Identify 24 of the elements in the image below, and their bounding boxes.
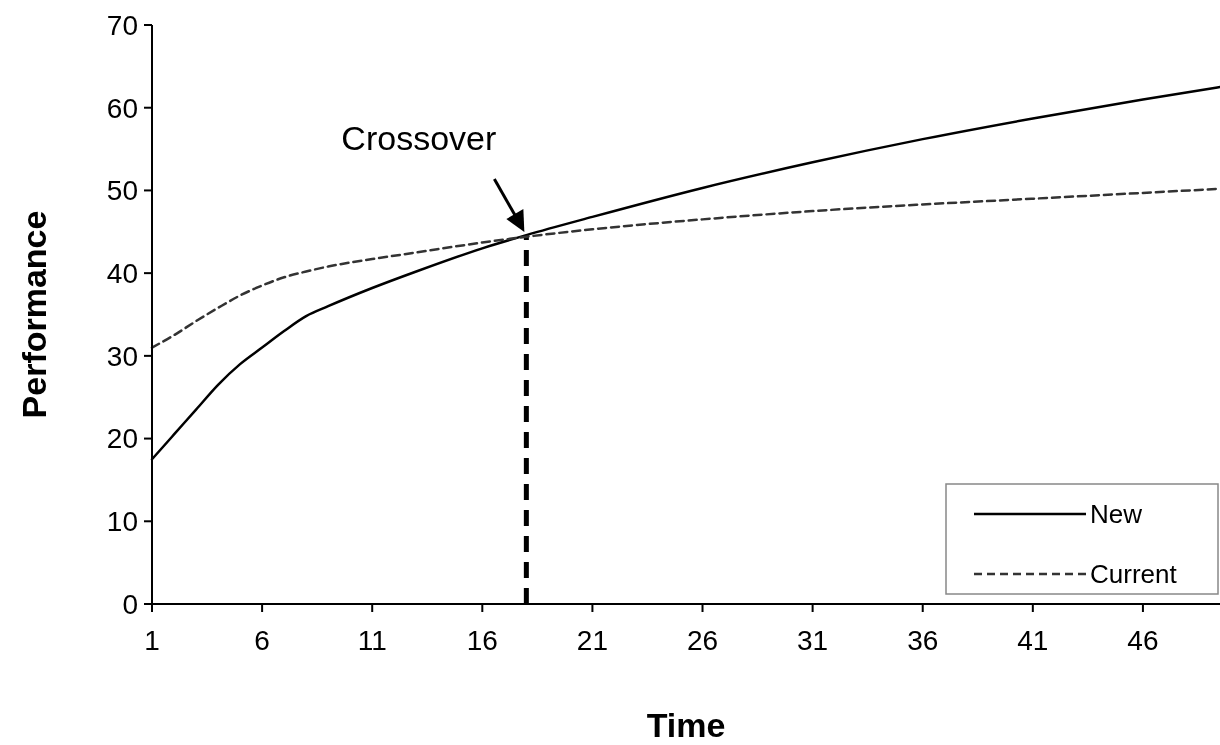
y-tick-label: 0 <box>122 588 138 620</box>
x-tick-label: 26 <box>686 625 719 656</box>
y-axis-title: Performance <box>15 210 53 419</box>
legend-label: New <box>1090 499 1143 530</box>
x-tick-label: 21 <box>576 625 608 656</box>
x-tick-label: 1 <box>144 625 160 656</box>
x-tick-label: 6 <box>254 625 270 656</box>
y-tick-label: 10 <box>106 506 138 538</box>
legend-label: Current <box>1090 559 1178 590</box>
x-tick-label: 31 <box>797 625 829 656</box>
x-tick-label: 36 <box>907 625 939 656</box>
annotation: Crossover <box>341 119 497 158</box>
line-series <box>150 187 1220 349</box>
x-tick-label: 16 <box>466 625 498 656</box>
y-tick-label: 60 <box>106 92 138 124</box>
y-tick-label: 40 <box>106 257 138 289</box>
y-tick-label: 50 <box>106 175 138 207</box>
x-tick-label: 41 <box>1017 625 1049 656</box>
x-tick-label: 11 <box>357 625 387 656</box>
x-tick-label: 46 <box>1127 625 1159 656</box>
y-tick-label: 70 <box>106 9 138 41</box>
x-axis-title: Time <box>646 706 726 744</box>
y-tick-label: 20 <box>106 423 138 455</box>
y-tick-label: 30 <box>106 340 138 372</box>
